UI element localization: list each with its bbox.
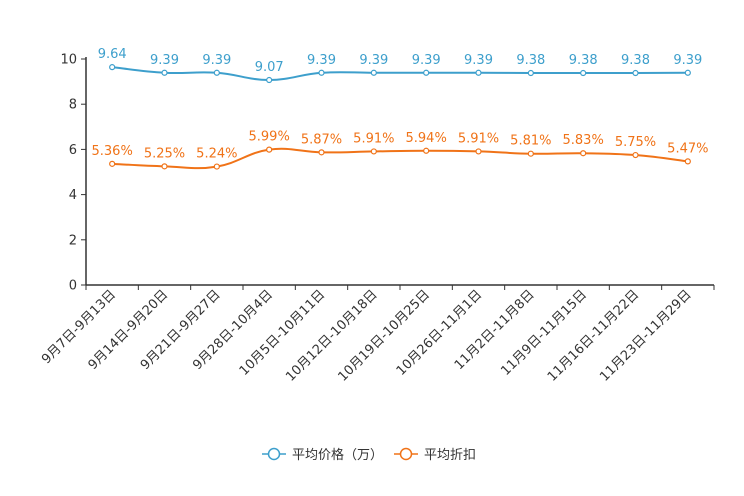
data-label: 5.94% xyxy=(406,131,447,146)
x-tick-label: 10月19日-10月25日 xyxy=(336,287,433,384)
data-point xyxy=(318,149,325,156)
y-tick-label: 4 xyxy=(69,188,77,203)
data-label: 9.64 xyxy=(98,47,127,62)
data-label: 5.99% xyxy=(249,130,290,145)
data-point xyxy=(423,147,430,154)
series-layer: 9.64 9.39 9.39 9.07 9.39 9.39 9.39 9.39 9.38 9.38… xyxy=(92,47,708,170)
data-point xyxy=(684,158,691,165)
data-point xyxy=(161,69,168,76)
data-point xyxy=(266,146,273,153)
series-1: 9.64 9.39 9.39 9.07 9.39 9.39 9.39 9.39 9.38 9.38… xyxy=(98,47,702,84)
data-label: 9.07 xyxy=(255,60,284,75)
data-label: 9.39 xyxy=(412,53,441,68)
data-point xyxy=(475,69,482,76)
legend-item-2: 平均折扣 xyxy=(394,447,476,463)
x-tick-label: 10月12日-10月18日 xyxy=(283,287,380,384)
series-line xyxy=(112,147,688,170)
data-point xyxy=(632,69,639,77)
legend-item-1: 平均价格（万） xyxy=(262,447,383,463)
data-point xyxy=(632,151,639,159)
data-label: 5.87% xyxy=(301,132,342,147)
series-line xyxy=(112,66,688,82)
data-point xyxy=(684,69,691,76)
data-label: 5.83% xyxy=(563,133,604,148)
y-tick-label: 10 xyxy=(60,53,77,68)
x-tick-label: 11月23日-11月29日 xyxy=(597,287,694,384)
data-point xyxy=(580,69,587,77)
data-point xyxy=(370,148,377,155)
data-point xyxy=(527,150,534,157)
x-tick-label: 11月16日-11月22日 xyxy=(545,287,642,384)
legend-label: 平均价格（万） xyxy=(292,447,383,463)
data-point xyxy=(318,69,325,76)
axes: 02468109月7日-9月13日9月14日-9月20日9月21日-9月27日9… xyxy=(39,53,715,385)
y-tick-label: 8 xyxy=(69,98,77,113)
data-label: 9.38 xyxy=(621,53,650,68)
data-label: 9.39 xyxy=(673,53,702,68)
data-point xyxy=(423,69,430,76)
data-label: 5.36% xyxy=(92,144,133,159)
data-label: 5.81% xyxy=(510,134,551,149)
data-label: 9.38 xyxy=(569,53,598,68)
data-point xyxy=(266,76,273,84)
data-label: 9.39 xyxy=(359,53,388,68)
y-tick-label: 2 xyxy=(69,233,77,248)
data-point xyxy=(213,69,220,76)
legend: 平均价格（万） 平均折扣 xyxy=(262,447,476,463)
data-point xyxy=(213,163,220,170)
legend-label: 平均折扣 xyxy=(424,448,476,463)
data-point xyxy=(580,150,587,157)
data-point xyxy=(370,69,377,76)
y-tick-label: 0 xyxy=(69,279,77,294)
y-tick-label: 6 xyxy=(69,143,77,158)
legend-marker-icon xyxy=(399,447,413,461)
data-label: 9.39 xyxy=(150,53,179,68)
data-label: 5.91% xyxy=(353,131,394,146)
data-point xyxy=(475,148,482,155)
data-point xyxy=(109,160,116,167)
series-2: 5.36% 5.25% 5.24% 5.99% 5.87% 5.91% 5.94% 5.91%… xyxy=(92,130,708,170)
data-label: 9.38 xyxy=(516,53,545,68)
data-point xyxy=(527,69,534,77)
data-label: 5.24% xyxy=(196,147,237,162)
data-point xyxy=(109,64,116,71)
data-point xyxy=(161,163,168,170)
data-label: 5.25% xyxy=(144,146,185,161)
data-label: 5.47% xyxy=(667,141,708,156)
data-label: 5.75% xyxy=(615,135,656,150)
data-label: 5.91% xyxy=(458,131,499,146)
legend-marker-icon xyxy=(267,447,281,461)
data-label: 9.39 xyxy=(307,53,336,68)
data-label: 9.39 xyxy=(202,53,231,68)
data-label: 9.39 xyxy=(464,53,493,68)
